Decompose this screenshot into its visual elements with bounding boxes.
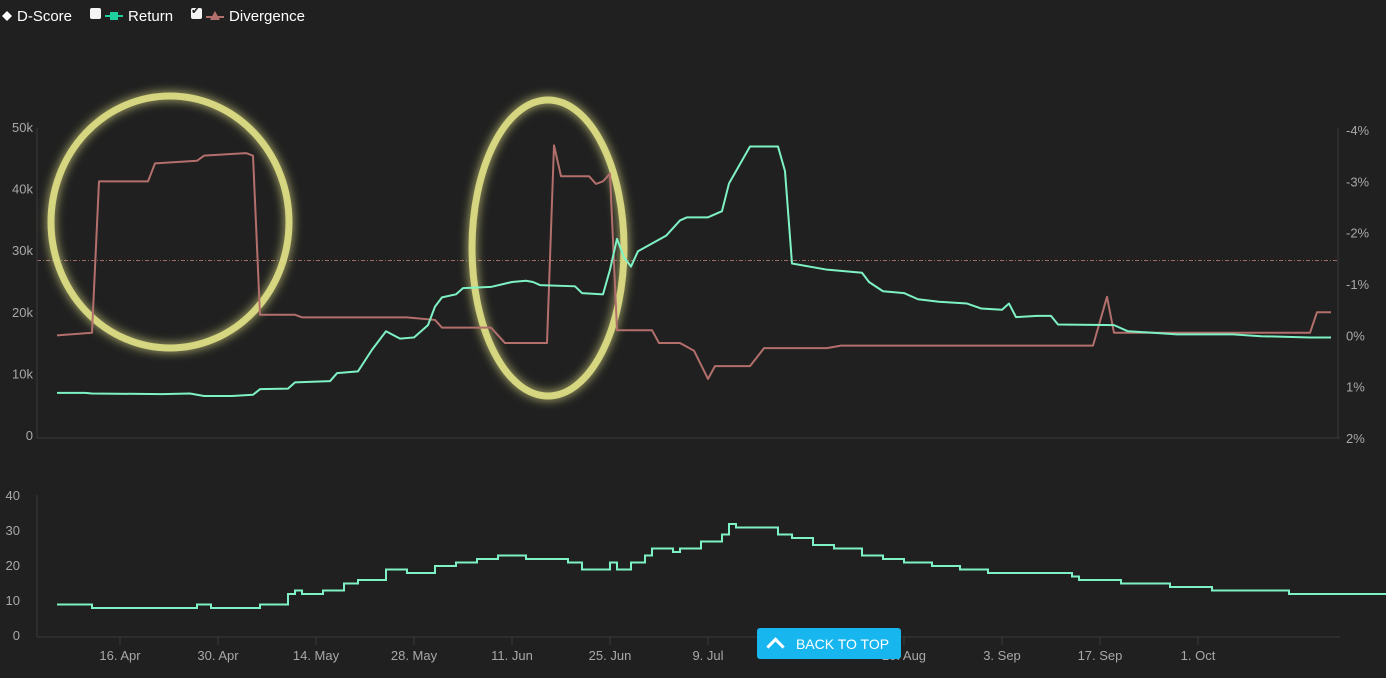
divergence-series-line [56, 144, 1331, 380]
chevron-up-icon [766, 636, 785, 656]
legend-item-divergence[interactable]: Divergence [191, 4, 305, 25]
x-tick-label: 28. May [391, 648, 438, 663]
x-tick-label: 30. Apr [197, 648, 239, 663]
legend-item-dscore[interactable]: D-Score [0, 8, 72, 25]
top-right-tick-label: 2% [1346, 431, 1365, 446]
x-tick-label: 16. Apr [99, 648, 141, 663]
x-tick-label: 3. Sep [983, 648, 1021, 663]
highlight-ellipse-1 [47, 92, 293, 352]
bottom-left-tick-label: 30 [6, 523, 20, 538]
x-tick-label: 1. Oct [1181, 648, 1216, 663]
back-to-top-button[interactable]: BACK TO TOP [757, 628, 901, 659]
bottom-left-tick-label: 40 [6, 488, 20, 503]
top-left-tick-label: 10k [12, 366, 33, 381]
x-tick-label: 11. Jun [491, 648, 533, 663]
legend: D-Score Return Divergence [0, 4, 323, 28]
x-tick-label: 14. May [293, 648, 340, 663]
highlight-ellipse-2 [468, 96, 628, 400]
top-left-tick-label: 50k [12, 120, 33, 135]
top-right-tick-label: 1% [1346, 380, 1365, 395]
dscore-series-line [57, 523, 1386, 609]
top-left-tick-label: 30k [12, 243, 33, 258]
x-tick-label: 9. Jul [692, 648, 723, 663]
top-right-tick-label: -2% [1346, 226, 1370, 241]
bottom-left-tick-label: 10 [6, 593, 20, 608]
diamond-icon [2, 11, 12, 21]
return-series-line [57, 145, 1331, 397]
top-right-tick-label: -1% [1346, 277, 1370, 292]
top-left-tick-label: 20k [12, 305, 33, 320]
return-checkbox[interactable] [90, 7, 102, 19]
top-right-tick-label: -3% [1346, 174, 1370, 189]
bottom-left-tick-label: 0 [13, 628, 20, 643]
triangle-marker-icon [206, 11, 225, 20]
legend-divergence-label: Divergence [229, 7, 305, 25]
back-to-top-label: BACK TO TOP [795, 635, 890, 652]
square-marker-icon [105, 12, 124, 20]
bottom-left-tick-label: 20 [6, 558, 20, 573]
legend-return-label: Return [128, 7, 174, 25]
x-tick-label: 17. Sep [1078, 648, 1123, 663]
divergence-checkbox[interactable] [191, 4, 203, 19]
top-left-tick-label: 40k [12, 182, 33, 197]
top-left-tick-label: 0 [26, 428, 33, 443]
top-right-tick-label: 0% [1346, 328, 1365, 343]
legend-dscore-label: D-Score [17, 7, 73, 25]
top-right-tick-label: -4% [1346, 123, 1370, 138]
legend-item-return[interactable]: Return [90, 7, 174, 25]
x-tick-label: 25. Jun [589, 648, 632, 663]
